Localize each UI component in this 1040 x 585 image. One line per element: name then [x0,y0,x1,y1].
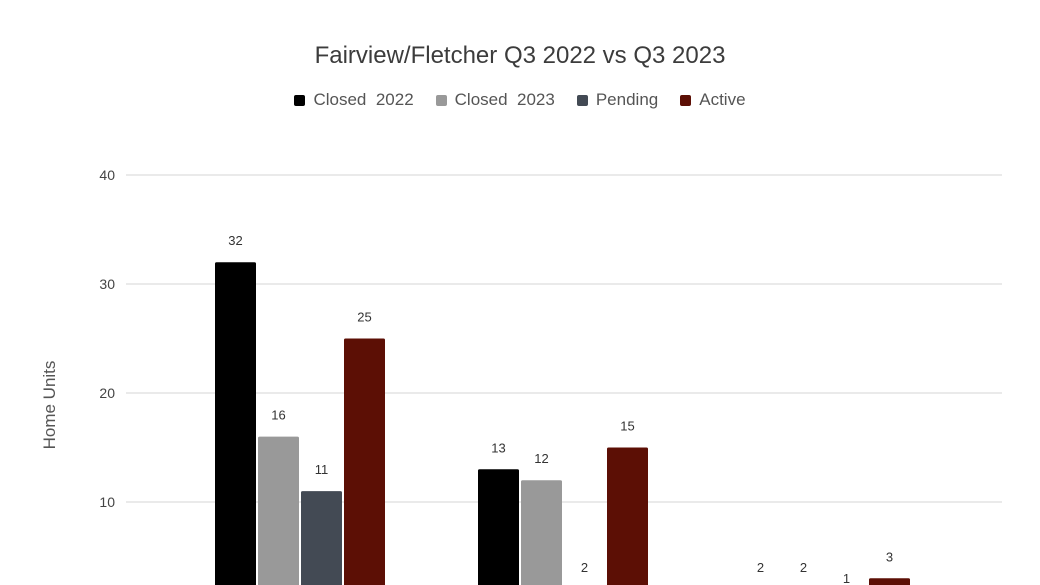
legend-label-pending: Pending [595,90,659,109]
data-label-group3-series1: 2 [757,560,764,575]
legend-item-closed-2022: Closed 2022 [294,90,414,110]
bar-group1-series4 [344,338,385,585]
legend-label-active: Active [699,90,746,109]
legend-item-active: Active [680,90,746,110]
data-label-group3-series3: 1 [843,571,850,585]
y-tick-label-20: 20 [99,385,115,401]
bar-group1-series1 [215,262,256,585]
bar-group2-series2 [521,480,562,585]
legend-item-pending: Pending [576,90,659,110]
y-tick-label-30: 30 [99,276,115,292]
legend-swatch-closed-2023 [435,94,447,106]
chart-title: Fairview/Fletcher Q3 2022 vs Q3 2023 [314,42,726,69]
data-label-group3-series4: 3 [886,549,893,564]
data-label-group2-series4: 15 [620,419,634,434]
y-tick-label-40: 40 [99,167,115,183]
data-label-group1-series2: 16 [271,408,285,423]
bar-group3-series4 [869,578,910,585]
legend-swatch-active [680,94,692,106]
legend-swatch-closed-2022 [294,94,306,106]
legend-swatch-pending [576,94,588,106]
data-label-group2-series2: 12 [534,451,548,466]
data-label-group1-series4: 25 [357,310,371,325]
legend-item-closed-2023: Closed 2023 [435,90,555,110]
legend-label-closed-2022: Closed 2022 [313,90,414,109]
data-label-group1-series1: 32 [228,233,242,248]
y-tick-label-10: 10 [99,494,115,510]
data-label-group2-series1: 13 [491,440,505,455]
legend-label-closed-2023: Closed 2023 [454,90,555,109]
data-label-group1-series3: 11 [315,462,329,477]
bar-group1-series2 [258,436,299,585]
bar-group1-series3 [301,491,342,585]
bar-group2-series4 [607,447,648,585]
data-label-group3-series2: 2 [800,560,807,575]
data-label-group2-series3: 2 [581,560,588,575]
bar-group2-series1 [478,469,519,585]
chart-legend: Closed 2022 Closed 2023 Pending Active [0,90,1040,110]
